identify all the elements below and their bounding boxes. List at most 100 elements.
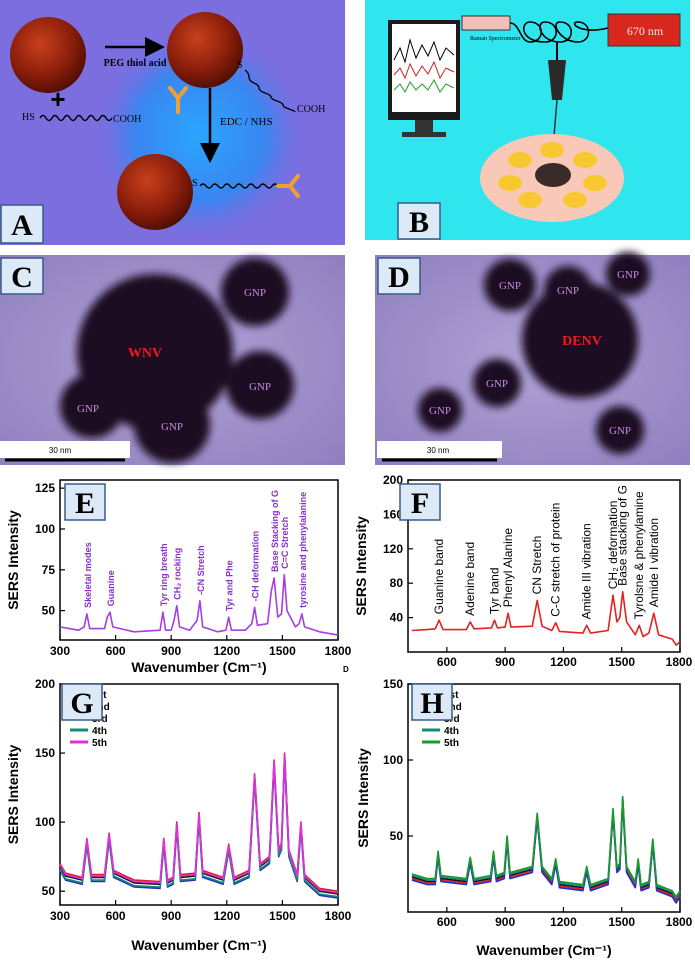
legend-label: 5th xyxy=(92,738,107,749)
peak-annotation: Tyr band xyxy=(487,567,501,614)
y-axis-label: SERS Intensity xyxy=(355,748,371,848)
y-axis-label: SERS Intensity xyxy=(5,745,21,845)
spectrum-line xyxy=(59,573,339,636)
x-tick-label: 1200 xyxy=(550,655,577,669)
peak-annotation: CH₂ deformation xyxy=(606,501,620,590)
x-tick-label: 1500 xyxy=(269,909,296,923)
x-tick-label: 1500 xyxy=(269,644,296,658)
peak-annotation: Phenyl Alanine xyxy=(501,528,515,608)
virus-cluster xyxy=(535,163,571,187)
x-tick-label: 300 xyxy=(50,644,70,658)
peak-annotation: Amide I vibration xyxy=(647,518,661,607)
nanoparticles xyxy=(498,142,607,208)
screen-trace xyxy=(393,78,455,94)
gnp-label: GNP xyxy=(429,405,451,417)
y-axis-label: SERS Intensity xyxy=(5,510,21,610)
peg-chain xyxy=(244,69,296,113)
panel-label-box xyxy=(0,257,44,295)
y-tick-label: 100 xyxy=(383,753,403,767)
chart: 50 100 150 600 900 1200 1500 1800 Wavenumber (Cm… xyxy=(355,677,693,958)
tem-particles xyxy=(60,258,294,463)
x-tick-label: 1500 xyxy=(608,655,635,669)
y-tick-label: 50 xyxy=(42,884,56,898)
peak-annotation: CN Stretch xyxy=(530,536,544,595)
y-tick-label: 80 xyxy=(390,576,404,590)
panel-label: C xyxy=(11,261,33,294)
plot-frame xyxy=(59,683,339,906)
panel-label: H xyxy=(420,687,443,720)
panel-label: D xyxy=(388,261,410,294)
laser-box xyxy=(607,13,681,47)
gnp-label: GNP xyxy=(249,381,271,393)
plot-frame xyxy=(59,479,339,641)
reagent-label: PEG thiol acid xyxy=(104,58,167,69)
legend-label: 4th xyxy=(92,726,107,737)
y-tick-label: 40 xyxy=(390,611,404,625)
virus-label: DENV xyxy=(562,334,602,349)
y-tick-label: 100 xyxy=(35,522,55,536)
peak-annotation: C=C Stretch xyxy=(280,517,290,569)
y-tick-label: 150 xyxy=(35,746,55,760)
peak-annotation: Skeletal modes xyxy=(83,542,93,608)
y-axis-label: SERS Intensity xyxy=(353,516,369,616)
x-tick-label: 300 xyxy=(50,909,70,923)
plus-sign: + xyxy=(50,84,65,114)
panel-c: WNV GNP GNP GNP GNP 30 nm C xyxy=(0,255,345,465)
panel-label-box xyxy=(397,202,441,240)
probe xyxy=(548,60,566,100)
peak-annotation: CH₂ rocking xyxy=(173,548,183,600)
scale-label: 30 nm xyxy=(427,446,450,455)
y-tick-label: 120 xyxy=(383,542,403,556)
panel-label: E xyxy=(75,487,95,520)
x-tick-label: 600 xyxy=(437,655,457,669)
laser-label: 670 nm xyxy=(627,24,664,38)
peak-annotation: tyrosine and phenylalanine xyxy=(298,492,308,608)
panel-label-box xyxy=(411,683,453,721)
peak-annotation: Guanine xyxy=(106,570,116,606)
x-tick-label: 600 xyxy=(106,644,126,658)
scale-bar-box xyxy=(377,441,502,458)
gnp-label: GNP xyxy=(77,403,99,415)
x-tick-label: 1800 xyxy=(325,644,352,658)
y-tick-label: 200 xyxy=(35,677,55,691)
panel-d: DENV GNP GNP GNP GNP GNP GNP 30 nm D xyxy=(375,252,690,465)
y-tick-label: 100 xyxy=(35,815,55,829)
gnp-label: GNP xyxy=(486,378,508,390)
x-tick-label: 900 xyxy=(161,909,181,923)
peak-annotation: Base Stacking of G xyxy=(270,490,280,572)
y-tick-label: 125 xyxy=(35,481,55,495)
spectrum-line xyxy=(411,801,681,904)
stray-label: D xyxy=(343,665,349,674)
peak-annotation: -CN Stretch xyxy=(196,545,206,595)
peak-annotation: C-C stretch of protein xyxy=(549,503,563,617)
peak-annotation: Adenine band xyxy=(463,542,477,616)
peak-annotation: Tyr ring breath xyxy=(159,543,169,606)
spectrum-line xyxy=(59,753,339,894)
spectrum-line xyxy=(411,795,681,898)
gnp-label: GNP xyxy=(609,425,631,437)
peak-annotation: Guanine band xyxy=(432,539,446,614)
plot-frame xyxy=(407,479,681,653)
x-tick-label: 600 xyxy=(106,909,126,923)
scale-bar-box xyxy=(0,441,130,458)
antibody xyxy=(276,174,300,198)
peg-chain xyxy=(39,114,113,122)
gnp-label: GNP xyxy=(161,421,183,433)
chart: 40 80 120 160 200 600 900 1200 1500 1800 SERS Inte… xyxy=(353,473,693,669)
panel-label-box xyxy=(0,204,44,244)
spectrum-line xyxy=(411,591,681,646)
x-tick-label: 1500 xyxy=(608,915,635,929)
x-axis-label: Wavenumber (Cm⁻¹) xyxy=(476,942,611,958)
x-tick-label: 900 xyxy=(495,915,515,929)
panel-label-box xyxy=(64,483,106,521)
legend-label: 5th xyxy=(444,738,459,749)
x-tick-label: 900 xyxy=(161,644,181,658)
gold-nanoparticle xyxy=(167,12,243,88)
y-tick-label: 50 xyxy=(390,829,404,843)
y-tick-label: 150 xyxy=(383,677,403,691)
chart: 50 75 100 125 300 600 900 1200 1500 1800 Wavenumbe… xyxy=(5,479,352,675)
gold-nanoparticle xyxy=(10,17,86,93)
peak-annotation: Tyrolsne & phenylamine xyxy=(632,491,646,619)
chart: 50 100 150 200 300 600 900 1200 1500 1800 Wavenumb… xyxy=(5,677,352,953)
